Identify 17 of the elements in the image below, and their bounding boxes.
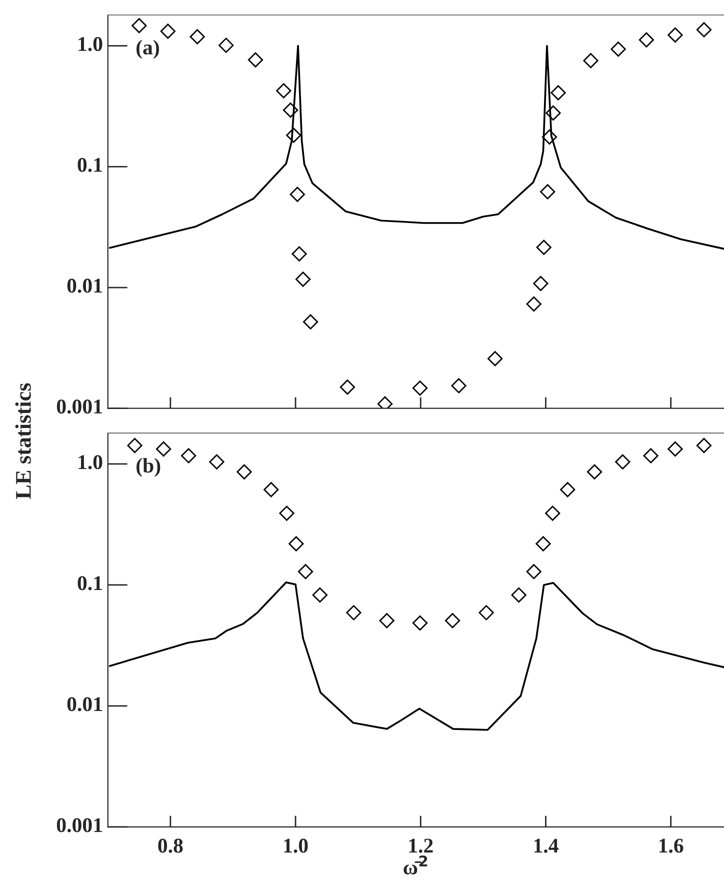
x-tick-label: 1.2 [409, 838, 433, 853]
x-tick-label: 1.6 [659, 838, 684, 853]
y-tick-label: 0.001 [56, 400, 102, 414]
y-tick-label: 0.01 [67, 697, 102, 712]
x-axis-title: ω̄$^{2}$ [404, 856, 428, 875]
annotation: (a) [136, 40, 159, 59]
x-tick-label: 0.8 [158, 838, 183, 853]
y-tick-label: 0.1 [78, 576, 102, 590]
annotation: (b) [136, 458, 160, 477]
y-tick-label: 1.0 [78, 36, 102, 52]
y-tick-label: 1.0 [78, 455, 102, 470]
y-tick-label: 0.1 [78, 158, 102, 172]
x-tick-label: 1.0 [284, 838, 308, 853]
y-tick-label: 0.01 [67, 278, 102, 293]
y-tick-label: 0.001 [56, 818, 102, 832]
y-axis-title: LE statistics [15, 383, 31, 499]
x-tick-label: 1.4 [534, 838, 558, 853]
